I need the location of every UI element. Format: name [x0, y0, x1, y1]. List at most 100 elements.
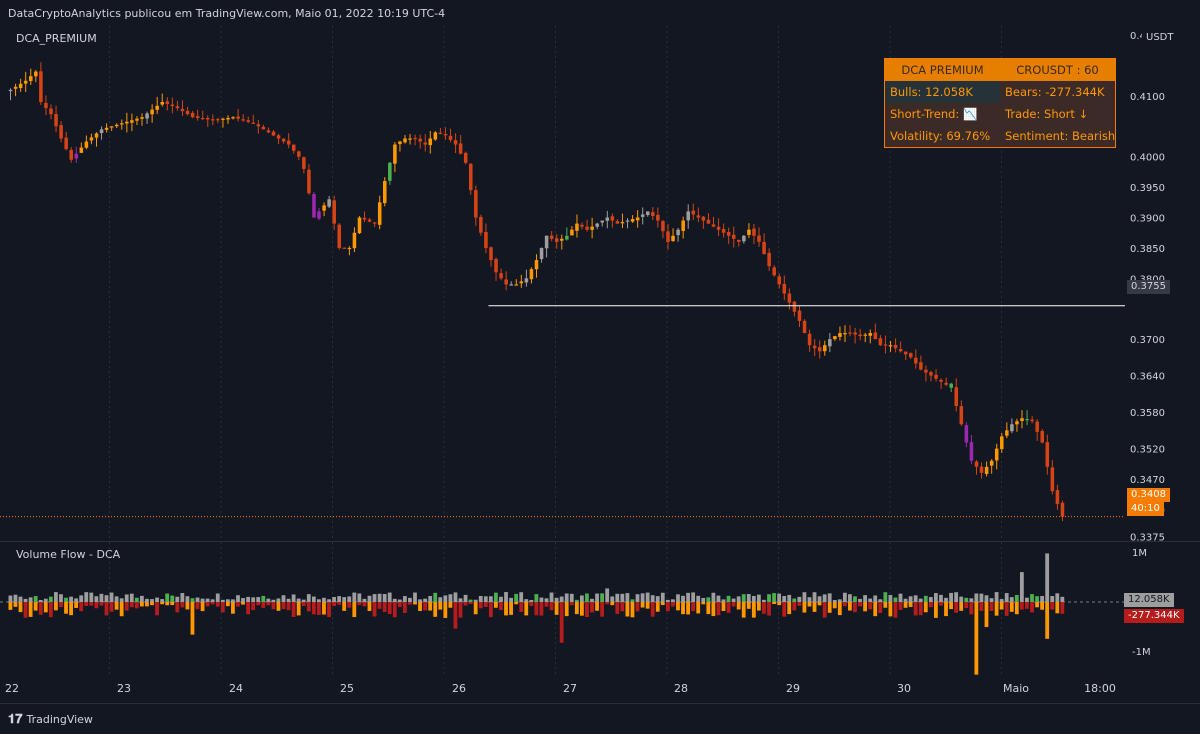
candle-body[interactable] — [519, 281, 524, 284]
candle-body[interactable] — [711, 224, 716, 227]
candle-body[interactable] — [797, 310, 802, 321]
candle-body[interactable] — [762, 241, 766, 255]
candle-body[interactable] — [479, 216, 483, 233]
candle-body[interactable] — [64, 137, 68, 150]
candle-body[interactable] — [954, 387, 959, 407]
candle-body[interactable] — [291, 144, 296, 151]
candle-body[interactable] — [782, 283, 787, 294]
candle-body[interactable] — [908, 353, 913, 358]
candle-body[interactable] — [494, 258, 498, 273]
candle-body[interactable] — [848, 332, 852, 334]
candle-body[interactable] — [590, 226, 594, 230]
candle-body[interactable] — [1020, 418, 1024, 422]
candle-body[interactable] — [256, 124, 261, 127]
candle-body[interactable] — [266, 130, 271, 133]
candle-body[interactable] — [342, 247, 347, 249]
candle-body[interactable] — [114, 124, 119, 127]
candle-body[interactable] — [383, 181, 387, 204]
candle-body[interactable] — [772, 267, 776, 276]
candle-body[interactable] — [398, 141, 402, 145]
candle-body[interactable] — [89, 137, 94, 141]
candle-body[interactable] — [312, 194, 316, 218]
candle-body[interactable] — [74, 153, 79, 159]
candle-body[interactable] — [468, 163, 473, 191]
candle-body[interactable] — [489, 247, 493, 261]
candle-body[interactable] — [984, 466, 989, 474]
candle-body[interactable] — [1050, 467, 1055, 492]
candle-body[interactable] — [286, 140, 291, 145]
candle-body[interactable] — [919, 362, 923, 370]
candle-body[interactable] — [939, 379, 943, 382]
candle-body[interactable] — [539, 247, 544, 260]
candle-body[interactable] — [595, 223, 599, 227]
candle-body[interactable] — [565, 235, 569, 240]
candle-body[interactable] — [585, 226, 589, 230]
candle-body[interactable] — [418, 138, 422, 142]
candle-body[interactable] — [731, 234, 736, 239]
candle-body[interactable] — [752, 228, 756, 236]
candle-body[interactable] — [549, 235, 554, 239]
candle-body[interactable] — [1035, 421, 1039, 432]
candle-body[interactable] — [898, 349, 903, 352]
candle-body[interactable] — [54, 114, 58, 127]
candle-body[interactable] — [109, 126, 114, 128]
candle-body[interactable] — [625, 220, 630, 222]
candle-body[interactable] — [681, 220, 685, 231]
candle-body[interactable] — [236, 116, 240, 119]
candle-body[interactable] — [463, 152, 468, 163]
candle-body[interactable] — [560, 238, 564, 241]
candle-body[interactable] — [175, 106, 180, 109]
candle-body[interactable] — [888, 345, 893, 347]
candle-body[interactable] — [34, 71, 38, 77]
candle-body[interactable] — [79, 147, 84, 153]
candle-body[interactable] — [276, 135, 281, 139]
candle-body[interactable] — [59, 125, 63, 139]
candle-body[interactable] — [13, 86, 18, 89]
candle-body[interactable] — [104, 127, 109, 130]
candle-body[interactable] — [388, 162, 392, 181]
candle-body[interactable] — [666, 231, 670, 242]
candle-body[interactable] — [802, 320, 807, 334]
candle-body[interactable] — [868, 333, 873, 336]
candle-body[interactable] — [504, 279, 508, 285]
candle-body[interactable] — [979, 466, 984, 473]
candle-body[interactable] — [914, 357, 918, 364]
candle-body[interactable] — [428, 138, 433, 146]
candle-body[interactable] — [656, 214, 660, 221]
candle-body[interactable] — [200, 118, 205, 120]
candle-body[interactable] — [216, 119, 220, 121]
candle-body[interactable] — [747, 229, 751, 235]
candle-body[interactable] — [271, 131, 276, 136]
candle-body[interactable] — [1045, 442, 1050, 467]
candle-body[interactable] — [863, 334, 868, 336]
candle-body[interactable] — [337, 224, 342, 248]
candle-body[interactable] — [716, 226, 721, 230]
date-axis[interactable]: 22 23 24 25 26 27 28 29 30 Maio 18:00 — [0, 676, 1120, 702]
candle-body[interactable] — [671, 235, 675, 242]
candle-body[interactable] — [1040, 430, 1045, 443]
candle-body[interactable] — [484, 232, 488, 248]
candle-body[interactable] — [974, 461, 979, 467]
candle-body[interactable] — [726, 232, 731, 236]
candle-body[interactable] — [610, 216, 615, 221]
candle-body[interactable] — [205, 118, 210, 120]
candle-body[interactable] — [843, 333, 847, 335]
candle-body[interactable] — [145, 113, 149, 119]
candle-body[interactable] — [170, 104, 175, 107]
candle-body[interactable] — [1060, 502, 1065, 517]
candle-body[interactable] — [858, 334, 862, 337]
candle-body[interactable] — [221, 118, 225, 120]
candle-body[interactable] — [322, 205, 326, 211]
candle-body[interactable] — [474, 190, 478, 218]
candle-body[interactable] — [529, 269, 534, 280]
candle-body[interactable] — [39, 71, 43, 103]
candle-body[interactable] — [645, 211, 650, 215]
candle-body[interactable] — [246, 120, 250, 122]
candle-body[interactable] — [18, 83, 23, 88]
candle-body[interactable] — [807, 333, 812, 346]
candle-body[interactable] — [1010, 424, 1014, 432]
candle-body[interactable] — [84, 141, 89, 148]
candle-body[interactable] — [534, 260, 539, 270]
candlestick-chart[interactable]: 0.42000.41000.40000.39500.39000.38500.38… — [0, 26, 1200, 544]
candle-body[interactable] — [231, 117, 235, 119]
